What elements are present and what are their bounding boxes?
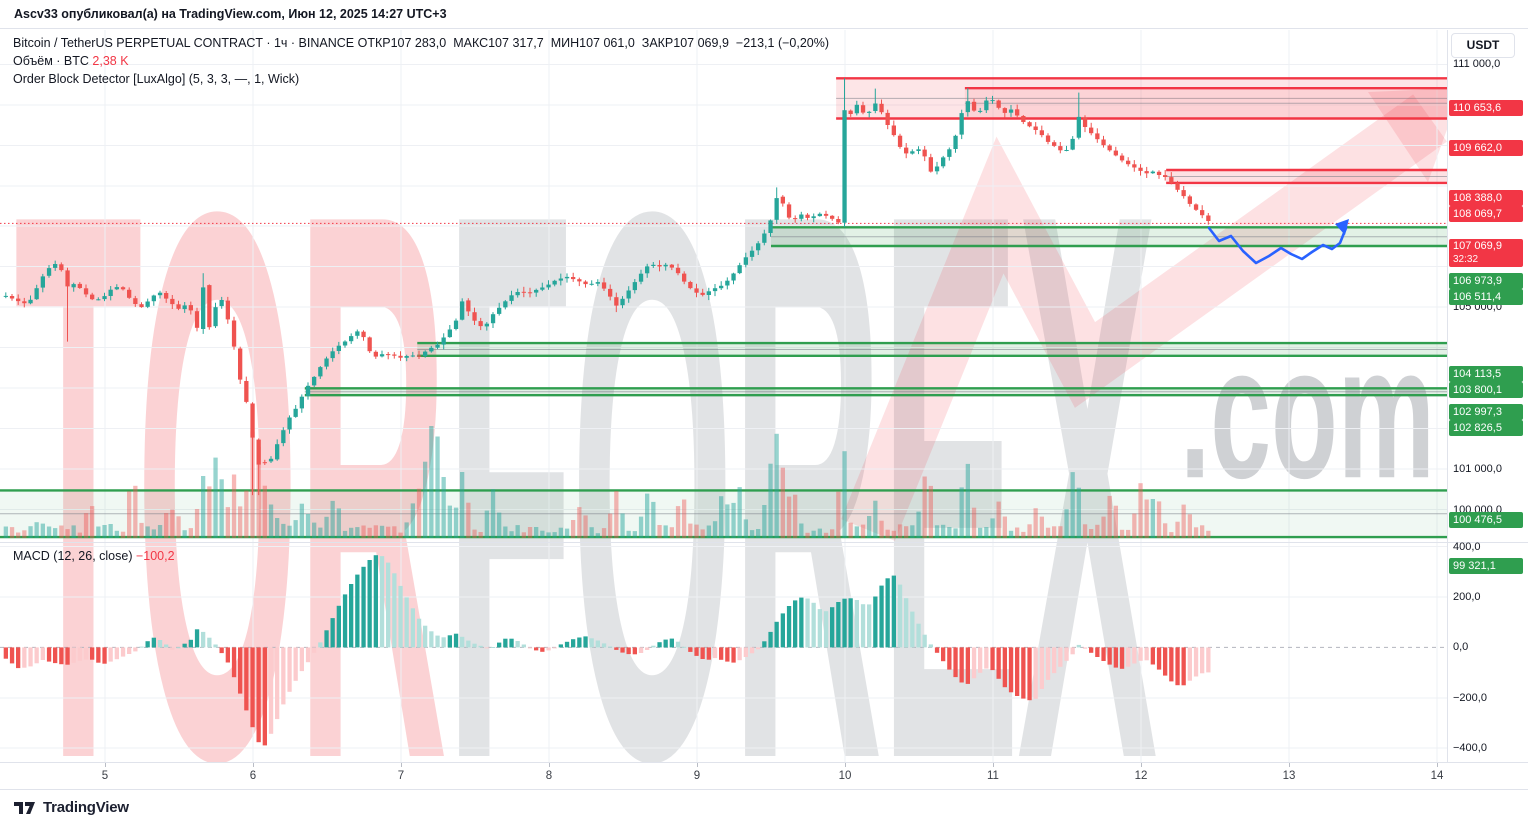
time-axis-label: 8 — [545, 770, 553, 782]
change-value: −213,1 (−0,20%) — [735, 36, 830, 50]
price-axis-label: 111 000,0 — [1453, 58, 1501, 70]
bullish-ob-3-zone — [304, 387, 1447, 397]
watermark-arrow-icon — [841, 88, 1447, 541]
bullish-ob-2-zone — [417, 341, 1447, 357]
time-axis-label: 10 — [838, 770, 852, 782]
tradingview-brand-name: TradingView — [43, 799, 129, 816]
currency-toggle-button[interactable]: USDT — [1451, 33, 1515, 58]
price-axis-label: 101 000,0 — [1453, 463, 1502, 475]
tradingview-brand[interactable]: TradingView — [14, 799, 129, 816]
ohlc-open-value: 107 283,0 — [390, 36, 447, 50]
time-tick — [845, 763, 846, 767]
ohlc-low-label: МИН — [550, 36, 580, 50]
time-axis-label: 5 — [101, 770, 109, 782]
price-level-badge-green: 102 997,3 — [1449, 404, 1523, 420]
time-tick — [549, 763, 550, 767]
price-level-badge-green: 99 321,1 — [1449, 558, 1523, 574]
order-block-indicator-label: Order Block Detector [LuxAlgo] (5, 3, 3,… — [13, 72, 300, 86]
volume-row[interactable]: Объём · BTC 2,38 K — [13, 53, 829, 70]
bearish-ob-2-zone — [964, 86, 1447, 119]
symbol-title[interactable]: Bitcoin / TetherUS PERPETUAL CONTRACT — [13, 36, 263, 50]
price-level-badge-green: 103 800,1 — [1449, 382, 1523, 398]
bottom-bar: TradingView — [0, 790, 1528, 828]
chart-legend: Bitcoin / TetherUS PERPETUAL CONTRACT · … — [13, 35, 829, 89]
price-level-badge-red: 110 653,6 — [1449, 100, 1523, 116]
macd-axis-label: 0,0 — [1453, 641, 1469, 653]
symbol-row[interactable]: Bitcoin / TetherUS PERPETUAL CONTRACT · … — [13, 35, 829, 52]
bullish-ob-4-zone — [0, 489, 1447, 539]
time-axis-label: 14 — [1430, 770, 1444, 782]
ohlc-high-value: 107 317,7 — [488, 36, 544, 50]
bar-countdown: 32:32 — [1453, 254, 1479, 265]
time-axis[interactable]: 5 6 7 8 9 10 11 12 13 14 — [0, 762, 1528, 790]
macd-axis-label: −400,0 — [1453, 742, 1487, 754]
price-level-badge-green: 104 113,5 — [1449, 366, 1523, 382]
current-price-badge: 107 069,9 32:32 — [1449, 239, 1523, 267]
bearish-ob-3-zone — [1166, 168, 1447, 185]
macd-legend[interactable]: MACD (12, 26, close) −100,2 — [13, 549, 175, 563]
time-axis-label: 11 — [987, 770, 999, 782]
ohlc-high-label: МАКС — [453, 36, 489, 50]
ohlc-open-label: ОТКР — [357, 36, 391, 50]
volume-bars — [3, 426, 1211, 538]
ohlc-close-label: ЗАКР — [641, 36, 674, 50]
time-axis-label: 9 — [693, 770, 701, 782]
interval-exchange: · 1ч · BINANCE — [266, 36, 355, 50]
ohlc-close-value: 107 069,9 — [673, 36, 729, 50]
price-level-badge-green: 102 826,5 — [1449, 420, 1523, 436]
price-level-badge-red: 108 388,0 — [1449, 190, 1523, 206]
volume-label: Объём · BTC — [13, 54, 89, 68]
tradingview-logo-icon — [14, 801, 35, 814]
price-level-badge-green: 106 511,4 — [1449, 289, 1523, 305]
time-axis-label: 6 — [249, 770, 257, 782]
time-axis-label: 13 — [1282, 770, 1296, 782]
bearish-ob-1-zone — [836, 77, 1447, 120]
forecast-arrow — [1207, 219, 1349, 265]
publish-info-text: Ascv33 опубликовал(а) на TradingView.com… — [14, 7, 447, 21]
time-tick — [253, 763, 254, 767]
time-axis-label: 12 — [1134, 770, 1148, 782]
price-axis-border — [1447, 30, 1448, 790]
watermark-left: TOR — [14, 50, 448, 828]
time-tick — [1289, 763, 1290, 767]
macd-pane-canvas[interactable] — [0, 543, 1447, 762]
price-level-badge-red: 108 069,7 — [1449, 206, 1523, 222]
volume-value: 2,38 K — [92, 54, 129, 68]
macd-histogram — [3, 555, 1211, 746]
time-tick — [993, 763, 994, 767]
time-tick — [697, 763, 698, 767]
ohlc-low-value: 107 061,0 — [579, 36, 635, 50]
time-tick — [1437, 763, 1438, 767]
indicator-row[interactable]: Order Block Detector [LuxAlgo] (5, 3, 3,… — [13, 71, 829, 88]
macd-axis-label: 400,0 — [1453, 541, 1481, 553]
candles — [3, 78, 1211, 496]
publish-info-bar: Ascv33 опубликовал(а) на TradingView.com… — [0, 0, 1528, 29]
macd-axis-label: −200,0 — [1453, 692, 1487, 704]
macd-axis-label: 200,0 — [1453, 591, 1481, 603]
price-level-badge-green: 106 973,9 — [1449, 273, 1523, 289]
time-axis-label: 7 — [397, 770, 405, 782]
time-tick — [1141, 763, 1142, 767]
macd-value: −100,2 — [135, 549, 175, 563]
time-tick — [105, 763, 106, 767]
pane-separator[interactable] — [0, 542, 1528, 543]
watermark-com: .com — [1180, 305, 1435, 518]
time-tick — [401, 763, 402, 767]
price-pane-canvas[interactable] — [0, 30, 1447, 543]
price-level-badge-red: 109 662,0 — [1449, 140, 1523, 156]
price-level-badge-green: 100 476,5 — [1449, 512, 1523, 528]
macd-label: MACD (12, 26, close) — [13, 549, 133, 563]
